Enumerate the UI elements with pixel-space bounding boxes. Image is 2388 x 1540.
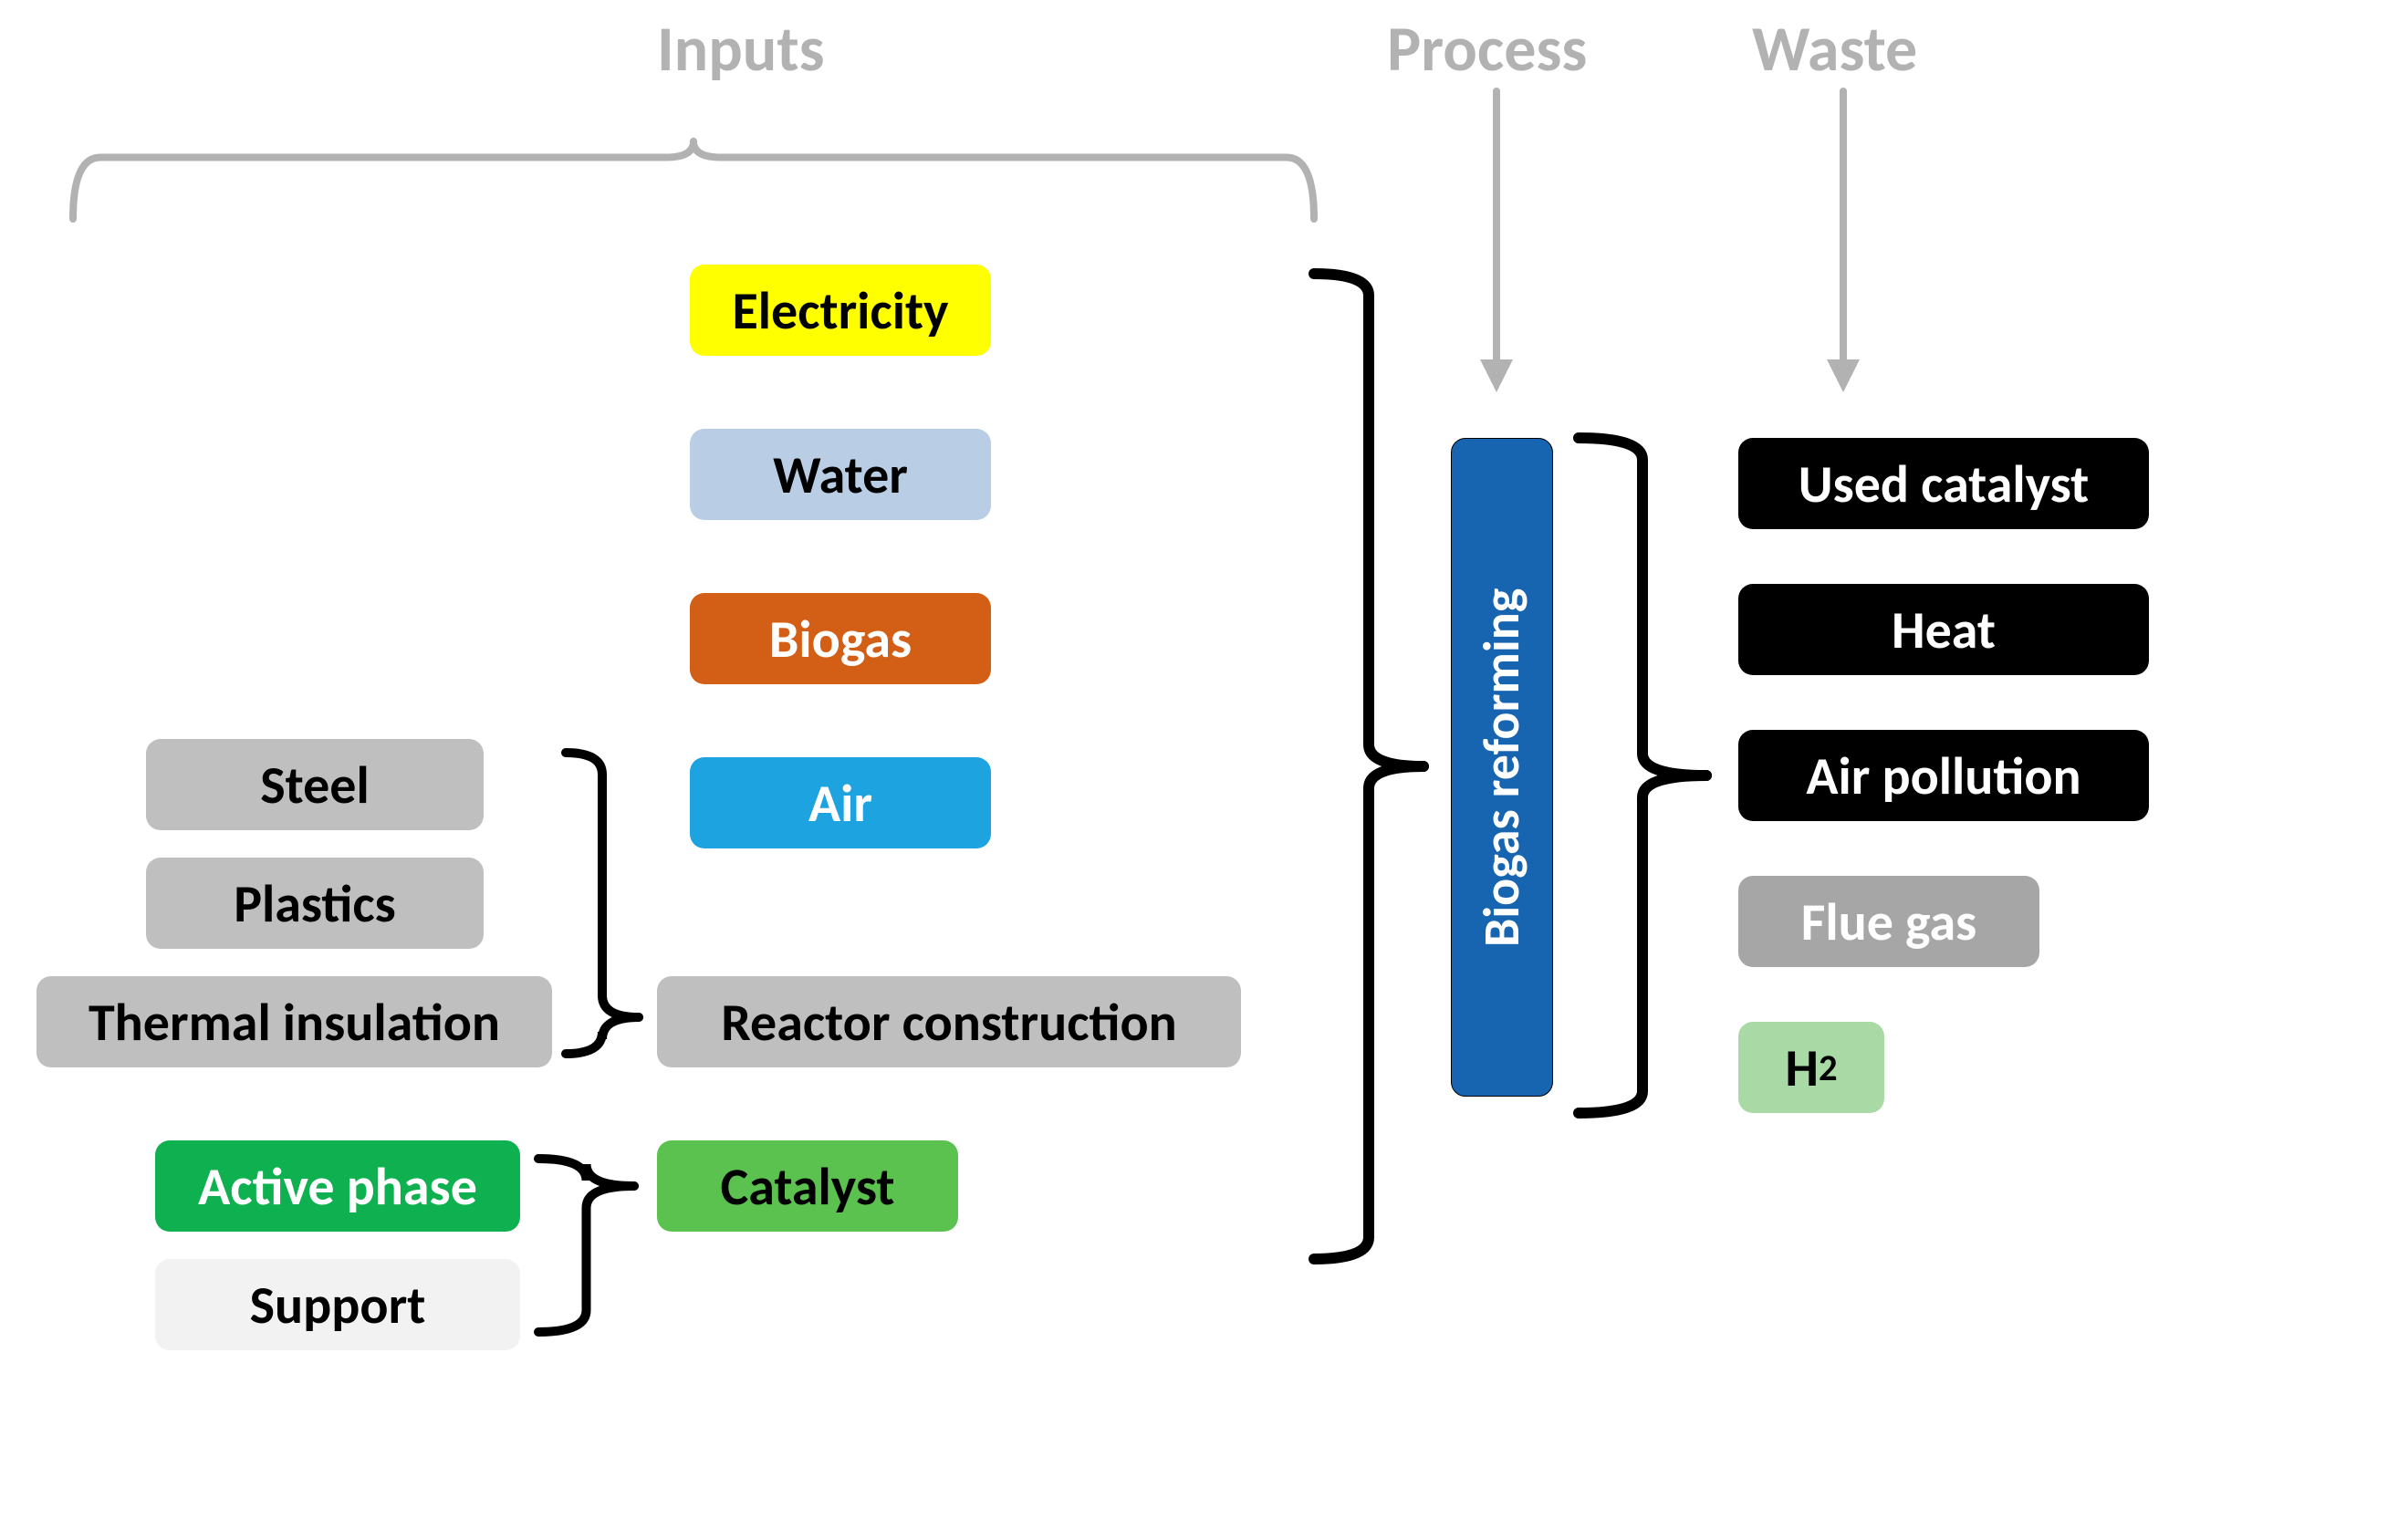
flue-gas-box: Flue gas (1738, 876, 2039, 967)
thermal-insulation-box: Thermal insulation (36, 976, 552, 1067)
steel-box: Steel (146, 739, 484, 830)
h2-box: H2 (1738, 1022, 1884, 1113)
reactor-construction-box: Reactor construction (657, 976, 1241, 1067)
header-inputs: Inputs (657, 9, 825, 88)
header-process: Process (1387, 9, 1587, 88)
header-waste: Waste (1752, 9, 1917, 88)
heat-box: Heat (1738, 584, 2149, 675)
used-catalyst-box: Used catalyst (1738, 438, 2149, 529)
active-phase-box: Active phase (155, 1140, 520, 1232)
plastics-box: Plastics (146, 858, 484, 949)
water-box: Water (690, 429, 991, 520)
electricity-box: Electricity (690, 265, 991, 356)
air-pollution-box: Air pollution (1738, 730, 2149, 821)
biogas-box: Biogas (690, 593, 991, 684)
catalyst-box: Catalyst (657, 1140, 958, 1232)
support-box: Support (155, 1259, 520, 1350)
diagram-stage: Inputs Process Waste Electricity Water Bio… (0, 0, 2388, 1540)
biogas-reforming-box: Biogas reforming (1451, 438, 1553, 1097)
air-box: Air (690, 757, 991, 848)
